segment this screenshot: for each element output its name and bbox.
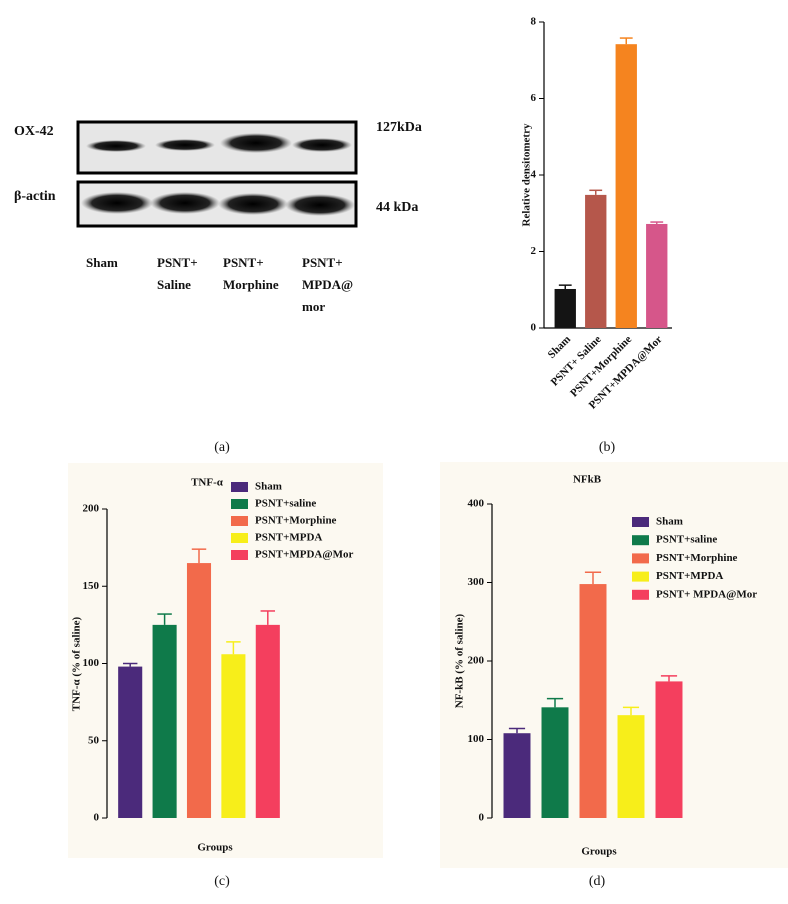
legend-label: PSNT+MPDA@Mor [255,549,353,561]
band [218,193,288,215]
lane-label: mor [302,299,325,314]
y-tick-label: 4 [531,169,537,181]
bar [585,194,607,328]
bar [186,563,212,818]
lane-label: PSNT+ [302,255,343,270]
bar [152,624,177,818]
bar [617,715,645,818]
y-axis-label: NF-kB (% of saline) [454,613,466,708]
legend-swatch [231,533,248,543]
y-tick-label: 200 [468,655,485,667]
legend-label: PSNT+Morphine [255,515,337,527]
panel-label: (d) [589,874,606,889]
y-axis-label: TNF-α (% of saline) [71,616,83,711]
protein-label: OX-42 [14,124,54,139]
y-tick-label: 8 [531,16,537,28]
bar [221,654,246,818]
lane-label: PSNT+ [223,255,264,270]
y-tick-label: 2 [531,245,537,257]
legend-label: PSNT+MPDA [255,532,322,544]
legend-label: Sham [255,481,282,493]
size-label: 44 kDa [376,200,418,215]
x-axis-label: Groups [581,846,617,858]
legend-swatch [632,517,649,527]
chart-title: NFkB [573,474,602,486]
band [220,133,292,153]
band [150,192,220,214]
bar [255,624,280,818]
band [292,138,352,152]
y-tick-label: 0 [94,812,100,824]
chart-title: TNF-α [191,477,224,489]
legend-label: PSNT+saline [255,498,316,510]
legend-label: PSNT+MPDA [656,570,723,582]
y-axis-label: Relative densitometry [521,123,533,226]
bar [118,666,143,818]
bar [554,288,576,328]
panel-label: (b) [599,440,616,455]
legend-swatch [632,535,649,546]
y-tick-label: 6 [531,92,537,104]
legend-swatch [632,571,649,582]
legend-label: Sham [656,516,683,528]
legend-label: PSNT+saline [656,534,717,546]
lane-label: Morphine [223,277,279,292]
legend-swatch [231,499,248,509]
bar [646,223,668,328]
y-tick-label: 300 [468,576,485,588]
x-tick-label: Sham [546,333,574,361]
legend-swatch [231,516,248,526]
bar [503,733,531,818]
lane-label: PSNT+ [157,255,198,270]
size-label: 127kDa [376,120,422,135]
y-tick-label: 50 [88,734,100,746]
legend-label: PSNT+Morphine [656,552,738,564]
band [86,140,146,152]
lane-label: Saline [157,277,191,292]
bar [655,681,683,818]
y-tick-label: 400 [468,498,485,510]
bar [615,44,637,329]
lane-label: MPDA@ [302,277,353,292]
panel-background [440,462,788,868]
bar [541,707,569,818]
legend-swatch [632,589,649,600]
y-tick-label: 100 [83,657,100,669]
panel-label: (c) [214,874,230,889]
legend-swatch [632,553,649,564]
lane-label: Sham [86,255,118,270]
y-tick-label: 0 [479,812,485,824]
band [81,192,153,214]
legend-label: PSNT+ MPDA@Mor [656,588,757,600]
protein-label: β-actin [14,189,56,204]
y-tick-label: 150 [83,580,100,592]
legend-swatch [231,550,248,560]
panel-label: (a) [214,440,230,455]
y-tick-label: 100 [468,733,485,745]
bar [579,584,607,818]
band [155,139,215,151]
legend-swatch [231,482,248,492]
band [285,194,355,216]
y-tick-label: 200 [83,503,100,515]
y-tick-label: 0 [531,322,537,334]
x-axis-label: Groups [197,842,233,854]
